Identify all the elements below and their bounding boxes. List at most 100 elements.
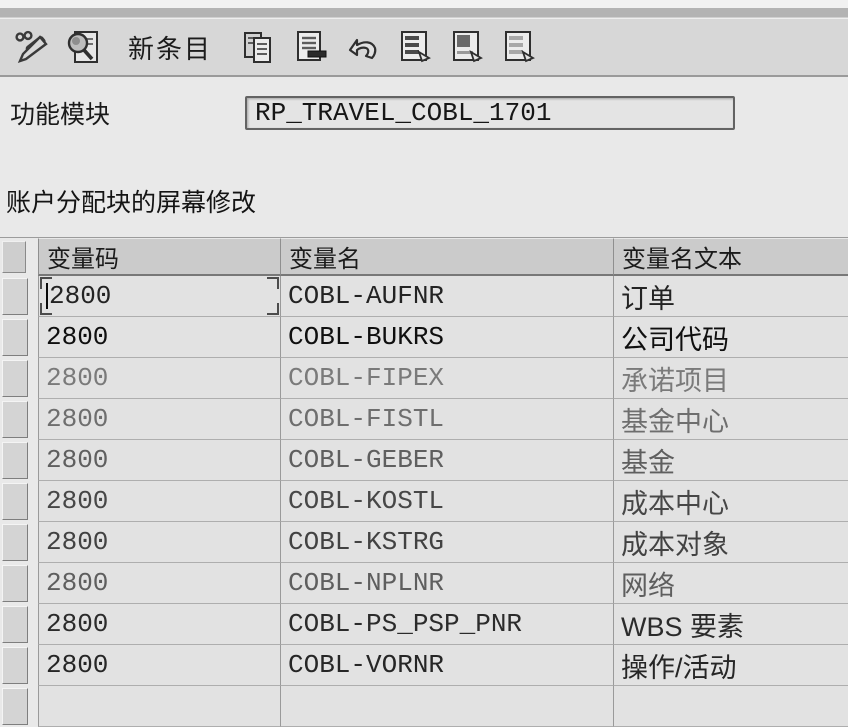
cell-variable-code[interactable]: 2800 bbox=[38, 522, 280, 563]
cell-variable-name[interactable]: COBL-KOSTL bbox=[280, 481, 613, 522]
row-selector-button[interactable] bbox=[2, 483, 28, 520]
row-selector-cell bbox=[0, 440, 38, 481]
focus-corner bbox=[40, 277, 52, 289]
row-selector-button[interactable] bbox=[2, 319, 28, 356]
focus-corner bbox=[267, 277, 279, 289]
display-view-button[interactable] bbox=[64, 27, 104, 67]
column-header-text[interactable]: 变量名文本 bbox=[613, 238, 848, 276]
cell-variable-code[interactable]: 2800 bbox=[38, 276, 280, 317]
table-row: 2800 COBL-KSTRG 成本对象 bbox=[0, 522, 848, 563]
pencil-glasses-icon bbox=[13, 28, 51, 66]
variable-code-value: 2800 bbox=[46, 404, 109, 434]
variable-text-value: 基金 bbox=[621, 447, 675, 478]
cell-variable-text[interactable]: 公司代码 bbox=[613, 317, 848, 358]
function-module-input[interactable] bbox=[245, 96, 735, 130]
variable-code-value: 2800 bbox=[46, 609, 109, 639]
undo-change-button[interactable] bbox=[342, 27, 382, 67]
text-cursor bbox=[46, 283, 48, 309]
delete-button[interactable] bbox=[290, 27, 330, 67]
variable-text-value: 成本对象 bbox=[621, 529, 729, 560]
column-header-code[interactable]: 变量码 bbox=[38, 238, 280, 276]
row-selector-cell bbox=[0, 317, 38, 358]
table-row: 2800 COBL-FIPEX 承诺项目 bbox=[0, 358, 848, 399]
cell-variable-code[interactable]: 2800 bbox=[38, 358, 280, 399]
cell-variable-text[interactable]: 成本对象 bbox=[613, 522, 848, 563]
row-selector-button[interactable] bbox=[2, 606, 28, 643]
row-selector-cell bbox=[0, 563, 38, 604]
cell-variable-name[interactable]: COBL-PS_PSP_PNR bbox=[280, 604, 613, 645]
document-minus-icon bbox=[291, 28, 329, 66]
cell-variable-text[interactable]: 操作/活动 bbox=[613, 645, 848, 686]
column-header-name[interactable]: 变量名 bbox=[280, 238, 613, 276]
change-display-toggle-button[interactable] bbox=[12, 27, 52, 67]
select-block-button[interactable] bbox=[446, 27, 486, 67]
row-selector-button[interactable] bbox=[2, 688, 28, 725]
cell-variable-text[interactable]: 基金 bbox=[613, 440, 848, 481]
table-row: 2800 COBL-NPLNR 网络 bbox=[0, 563, 848, 604]
variable-text-value: 成本中心 bbox=[621, 488, 729, 519]
row-selector-button[interactable] bbox=[2, 647, 28, 684]
table-row: 2800 COBL-PS_PSP_PNR WBS 要素 bbox=[0, 604, 848, 645]
cell-variable-name[interactable]: COBL-GEBER bbox=[280, 440, 613, 481]
row-selector-cell bbox=[0, 522, 38, 563]
variable-code-value: 2800 bbox=[49, 281, 112, 311]
cell-variable-name[interactable]: COBL-FIPEX bbox=[280, 358, 613, 399]
row-selector-cell bbox=[0, 645, 38, 686]
cell-variable-text[interactable]: 订单 bbox=[613, 276, 848, 317]
cell-variable-text[interactable]: 网络 bbox=[613, 563, 848, 604]
cell-variable-code[interactable]: 2800 bbox=[38, 563, 280, 604]
variable-name-value: COBL-VORNR bbox=[288, 650, 445, 680]
table-row: 2800 COBL-VORNR 操作/活动 bbox=[0, 645, 848, 686]
cell-variable-name[interactable]: COBL-VORNR bbox=[280, 645, 613, 686]
variable-code-value: 2800 bbox=[46, 445, 109, 475]
cell-variable-text[interactable] bbox=[613, 686, 848, 727]
cell-variable-name[interactable]: COBL-KSTRG bbox=[280, 522, 613, 563]
cell-variable-text[interactable]: 成本中心 bbox=[613, 481, 848, 522]
cell-variable-name[interactable] bbox=[280, 686, 613, 727]
cell-variable-name[interactable]: COBL-NPLNR bbox=[280, 563, 613, 604]
table-row: 2800 COBL-FISTL 基金中心 bbox=[0, 399, 848, 440]
row-selector-button[interactable] bbox=[2, 524, 28, 561]
function-module-row: 功能模块 bbox=[0, 93, 848, 133]
cell-variable-code[interactable]: 2800 bbox=[38, 645, 280, 686]
cell-variable-code[interactable]: 2800 bbox=[38, 440, 280, 481]
table-row: 2800 COBL-GEBER 基金 bbox=[0, 440, 848, 481]
screen-modification-table: 变量码 变量名 变量名文本 2800 COBL-AUFNR 订单 bbox=[0, 237, 848, 727]
new-entries-button[interactable]: 新条目 bbox=[122, 29, 218, 66]
select-all-button[interactable] bbox=[394, 27, 434, 67]
variable-code-value: 2800 bbox=[46, 568, 109, 598]
cell-variable-code[interactable]: 2800 bbox=[38, 604, 280, 645]
variable-text-value: 操作/活动 bbox=[621, 652, 737, 683]
row-selector-button[interactable] bbox=[2, 565, 28, 602]
variable-code-value: 2800 bbox=[46, 363, 109, 393]
row-selector-button[interactable] bbox=[2, 278, 28, 315]
variable-name-value: COBL-PS_PSP_PNR bbox=[288, 609, 523, 639]
cell-variable-name[interactable]: COBL-BUKRS bbox=[280, 317, 613, 358]
variable-name-value: COBL-KOSTL bbox=[288, 486, 445, 516]
cell-variable-code[interactable]: 2800 bbox=[38, 481, 280, 522]
cell-variable-name[interactable]: COBL-AUFNR bbox=[280, 276, 613, 317]
cell-variable-code[interactable]: 2800 bbox=[38, 317, 280, 358]
document-deselect-icon bbox=[499, 28, 537, 66]
row-selector-button[interactable] bbox=[2, 442, 28, 479]
focus-corner bbox=[267, 303, 279, 315]
copy-as-button[interactable] bbox=[238, 27, 278, 67]
variable-code-value: 2800 bbox=[46, 527, 109, 557]
variable-text-value: 订单 bbox=[621, 283, 675, 314]
variable-text-value: 基金中心 bbox=[621, 406, 729, 437]
cell-variable-text[interactable]: 承诺项目 bbox=[613, 358, 848, 399]
deselect-all-button[interactable] bbox=[498, 27, 538, 67]
cell-variable-text[interactable]: 基金中心 bbox=[613, 399, 848, 440]
cell-variable-code[interactable] bbox=[38, 686, 280, 727]
row-selector-cell bbox=[0, 686, 38, 727]
row-selector-button[interactable] bbox=[2, 360, 28, 397]
cell-variable-code[interactable]: 2800 bbox=[38, 399, 280, 440]
toolbar-separator-strip bbox=[0, 8, 848, 18]
variable-code-value: 2800 bbox=[46, 650, 109, 680]
row-selector-button[interactable] bbox=[2, 401, 28, 438]
table-header-row: 变量码 变量名 变量名文本 bbox=[0, 238, 848, 276]
cell-variable-text[interactable]: WBS 要素 bbox=[613, 604, 848, 645]
cell-variable-name[interactable]: COBL-FISTL bbox=[280, 399, 613, 440]
variable-text-value: 网络 bbox=[621, 570, 675, 601]
variable-text-value: 承诺项目 bbox=[621, 365, 729, 396]
